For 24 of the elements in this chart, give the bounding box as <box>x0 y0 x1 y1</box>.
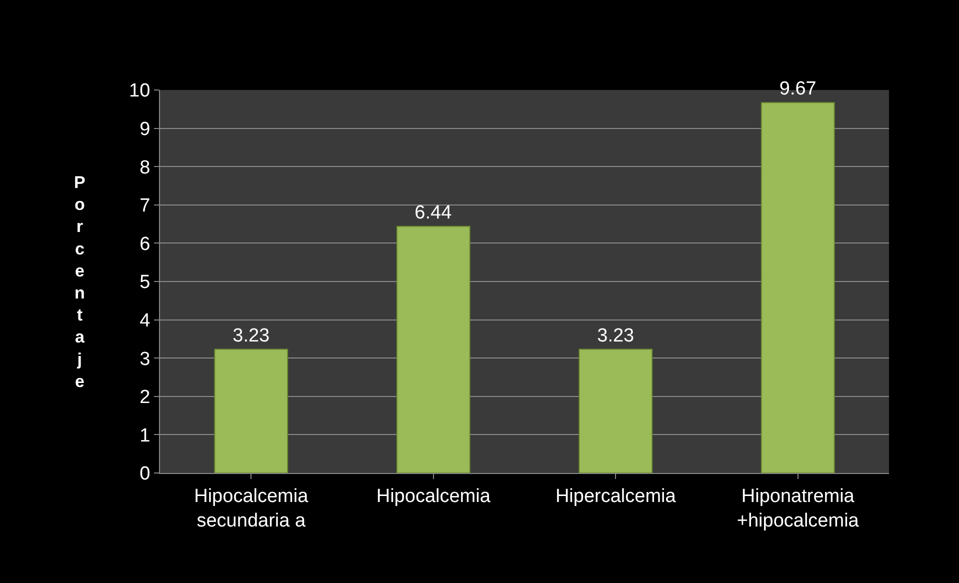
y-tick-label: 3 <box>140 348 150 370</box>
x-tick-label: Hipocalcemia <box>376 486 491 507</box>
y-tick-label: 9 <box>140 118 150 140</box>
bar <box>396 226 470 473</box>
x-tick-label: Hiponatremia +hipocalcemia <box>736 486 860 532</box>
text: Porcentaje <box>74 173 86 391</box>
y-tick-label: 2 <box>140 387 150 408</box>
y-tick-label: 5 <box>140 272 150 294</box>
x-tick-label: Hipocalcemia secundaria a <box>194 486 309 532</box>
y-tick-label: 7 <box>140 196 150 217</box>
bar <box>760 102 835 473</box>
data-label: 3.23 <box>597 325 634 346</box>
y-tick-label: 10 <box>129 80 150 102</box>
y-tick-label: 1 <box>140 425 150 446</box>
bar <box>578 348 653 473</box>
y-tick-label: 0 <box>140 464 150 485</box>
y-tick-label: 6 <box>140 234 150 255</box>
bar <box>214 348 288 473</box>
data-label: 9.67 <box>779 78 816 100</box>
data-label: 6.44 <box>414 202 452 224</box>
y-tick-label: 8 <box>140 157 150 178</box>
y-tick-label: 4 <box>140 310 151 332</box>
data-label: 3.23 <box>232 325 270 346</box>
x-tick-label: Hipercalcemia <box>555 486 676 507</box>
